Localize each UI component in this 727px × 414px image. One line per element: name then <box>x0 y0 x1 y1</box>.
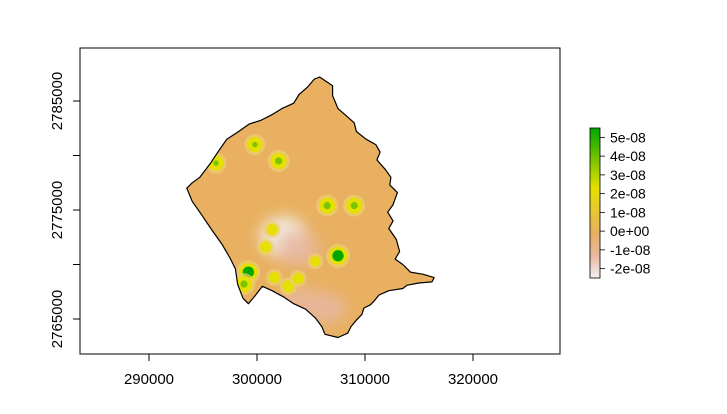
hotspot-3 <box>316 194 339 217</box>
legend-label: -1e-08 <box>610 242 651 258</box>
hotspot-12 <box>289 270 307 288</box>
hotspots <box>205 134 366 296</box>
x-tick-label: 320000 <box>448 371 498 388</box>
legend-label: 4e-08 <box>610 148 646 164</box>
legend-label: 5e-08 <box>610 129 646 145</box>
y-tick-label: 2775000 <box>49 181 66 239</box>
region-boundary <box>186 76 435 339</box>
x-tick-label: 310000 <box>340 371 390 388</box>
hotspot-2 <box>267 149 290 172</box>
hotspot-5 <box>326 243 350 268</box>
legend-colorbar <box>589 127 601 279</box>
hotspot-9 <box>257 238 275 256</box>
legend-label: 2e-08 <box>610 186 646 202</box>
legend-label: 3e-08 <box>610 167 646 183</box>
legend-label: 1e-08 <box>610 204 646 220</box>
y-axis: 2765000 2775000 2785000 <box>49 72 81 348</box>
x-axis: 290000 300000 310000 320000 <box>124 353 498 388</box>
color-legend: 5e-08 4e-08 3e-08 2e-08 1e-08 0e+00 -1e-08 -2e-… <box>589 127 651 279</box>
hotspot-10 <box>265 269 283 287</box>
hotspot-8 <box>263 221 281 239</box>
map-layer <box>186 76 435 339</box>
y-tick-label: 2765000 <box>49 290 66 348</box>
x-tick-label: 300000 <box>232 371 282 388</box>
hotspot-1 <box>244 134 266 156</box>
legend-label: -2e-08 <box>610 261 651 277</box>
negative-zone-3 <box>308 291 347 325</box>
hotspot-13 <box>307 253 324 270</box>
legend-label: 0e+00 <box>610 223 650 239</box>
x-tick-label: 290000 <box>124 371 174 388</box>
hotspot-4 <box>343 194 366 217</box>
y-tick-label: 2785000 <box>49 72 66 130</box>
